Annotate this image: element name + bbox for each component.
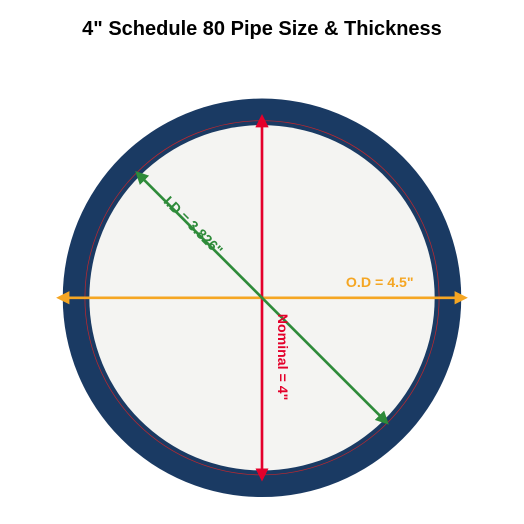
page-title: 4" Schedule 80 Pipe Size & Thickness — [0, 0, 524, 41]
nominal-label: Nominal = 4" — [274, 314, 290, 401]
pipe-diagram: O.D = 4.5"Nominal = 4"I.D = 3.826" — [0, 41, 524, 505]
od-label: O.D = 4.5" — [346, 275, 414, 291]
